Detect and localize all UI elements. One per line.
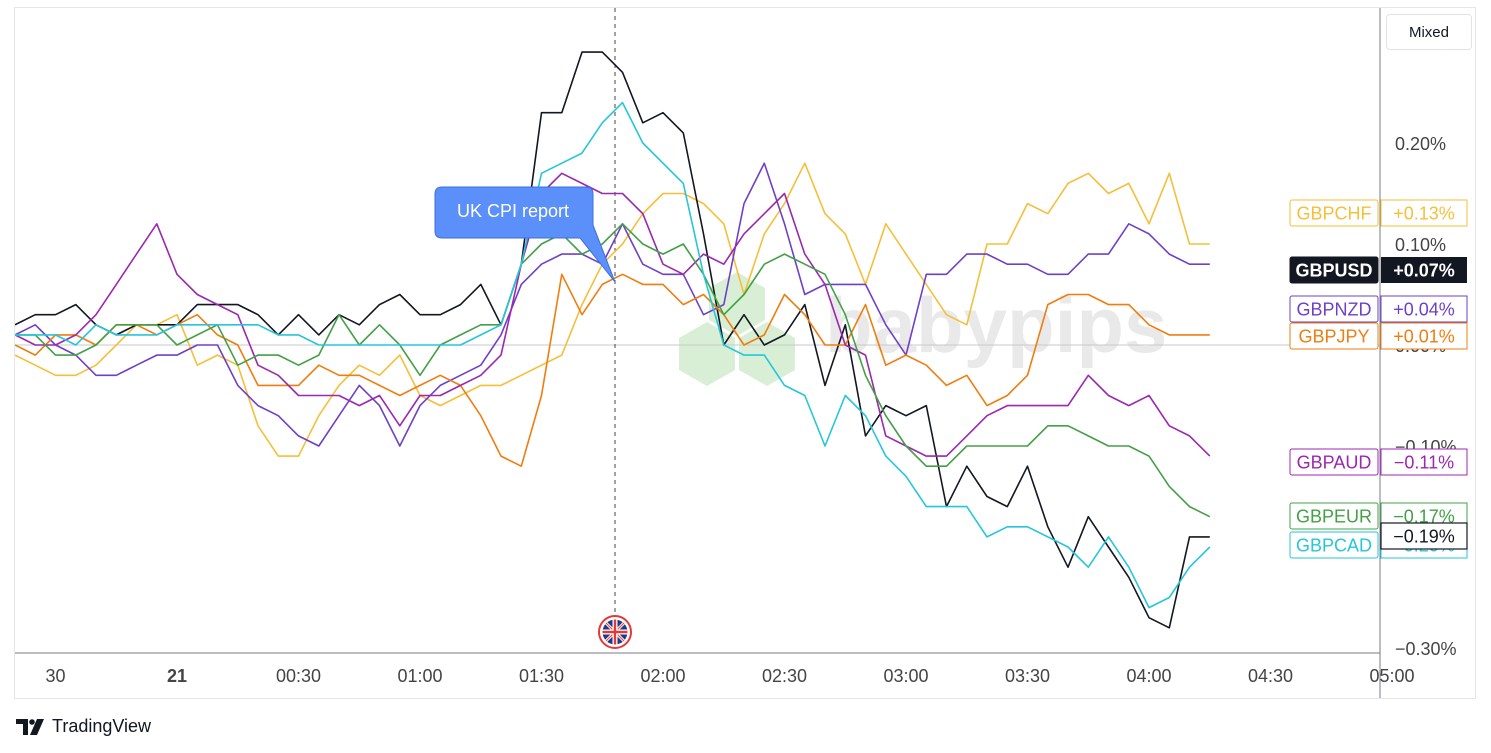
series-tag-name-box[interactable] — [1289, 322, 1379, 350]
series-tag-value: +0.13% — [1393, 204, 1455, 224]
series-tag-value-box — [1381, 257, 1467, 283]
watermark-logo-icon — [679, 272, 795, 386]
chart-frame — [14, 7, 1476, 699]
x-tick-label: 01:30 — [519, 666, 564, 686]
series-tag-name: GBPEUR — [1296, 507, 1372, 527]
series-tag-name-box[interactable] — [1289, 295, 1379, 323]
series-tag-name-box[interactable] — [1289, 199, 1379, 227]
series-line-gbpcad[interactable] — [15, 101, 1211, 609]
series-line-gbpnzd[interactable] — [15, 162, 1210, 447]
series-tag-name-box[interactable] — [1289, 502, 1379, 530]
watermark-text: babypips — [825, 281, 1167, 369]
annotation-bubble — [434, 186, 616, 283]
uk-flag-event-icon[interactable] — [598, 615, 632, 649]
crosshair-value-box — [1380, 522, 1468, 550]
series-tag-name: GBPCHF — [1296, 204, 1371, 224]
series-tag-name-box[interactable] — [1289, 448, 1379, 476]
x-tick-label: 01:00 — [397, 666, 442, 686]
series-tag-value: −0.17% — [1393, 507, 1455, 527]
x-tick-label: 05:00 — [1369, 666, 1414, 686]
series-tag-name: GBPCAD — [1296, 536, 1372, 556]
scale-mode-button[interactable]: Mixed — [1386, 14, 1472, 50]
annotation-text: UK CPI report — [457, 201, 569, 221]
x-tick-label: 04:00 — [1126, 666, 1171, 686]
series-tag-name: GBPAUD — [1297, 453, 1372, 473]
series-tag-value: +0.07% — [1393, 261, 1455, 281]
tradingview-brand[interactable]: TradingView — [16, 716, 151, 737]
series-tag-name: GBPNZD — [1296, 300, 1371, 320]
series-group — [15, 51, 1211, 629]
series-line-gbpusd[interactable] — [15, 51, 1210, 629]
series-tag-value: −0.11% — [1394, 453, 1454, 473]
x-tick-label: 30 — [45, 666, 65, 686]
brand-name: TradingView — [52, 716, 152, 736]
y-tick-label: −0.30% — [1395, 639, 1457, 659]
y-tick-label: 0.10% — [1395, 235, 1446, 255]
x-tick-label: 00:30 — [276, 666, 321, 686]
y-tick-label: 0.20% — [1395, 134, 1446, 154]
series-tag-name: GBPUSD — [1295, 261, 1372, 281]
series-tag-name-box[interactable] — [1289, 256, 1379, 284]
series-line-gbpaud[interactable] — [15, 172, 1211, 457]
x-axis-ticks: 30 21 00:30 01:00 01:30 02:00 02:30 03:00 03:30 0… — [45, 666, 1414, 686]
x-tick-label: 02:30 — [762, 666, 807, 686]
x-tick-label: 02:00 — [640, 666, 685, 686]
series-tag-value: +0.01% — [1393, 327, 1455, 347]
x-tick-label: 04:30 — [1248, 666, 1293, 686]
series-tag-value-box — [1380, 295, 1468, 323]
series-tag-name: GBPJPY — [1298, 327, 1369, 347]
series-tag-value: +0.04% — [1393, 300, 1455, 320]
tradingview-logo-icon — [16, 718, 44, 735]
series-tag-value-box — [1380, 322, 1468, 350]
series-tag-value-box — [1380, 199, 1468, 227]
series-tag-value-box — [1380, 448, 1468, 476]
x-tick-label: 03:00 — [883, 666, 928, 686]
series-line-gbpeur[interactable] — [15, 223, 1211, 518]
x-tick-label: 03:30 — [1005, 666, 1050, 686]
crosshair-value: −0.19% — [1393, 527, 1455, 547]
series-line-gbpchf[interactable] — [15, 162, 1210, 457]
series-tag-name-box[interactable] — [1289, 531, 1379, 559]
cpi-annotation[interactable]: UK CPI report — [434, 186, 616, 283]
x-tick-label: 21 — [167, 666, 187, 686]
series-tags: GBPCHF +0.13% GBPUSD +0.07% GBPNZD +0.04% GBPJ… — [1289, 199, 1468, 559]
watermark: babypips — [679, 272, 1167, 386]
